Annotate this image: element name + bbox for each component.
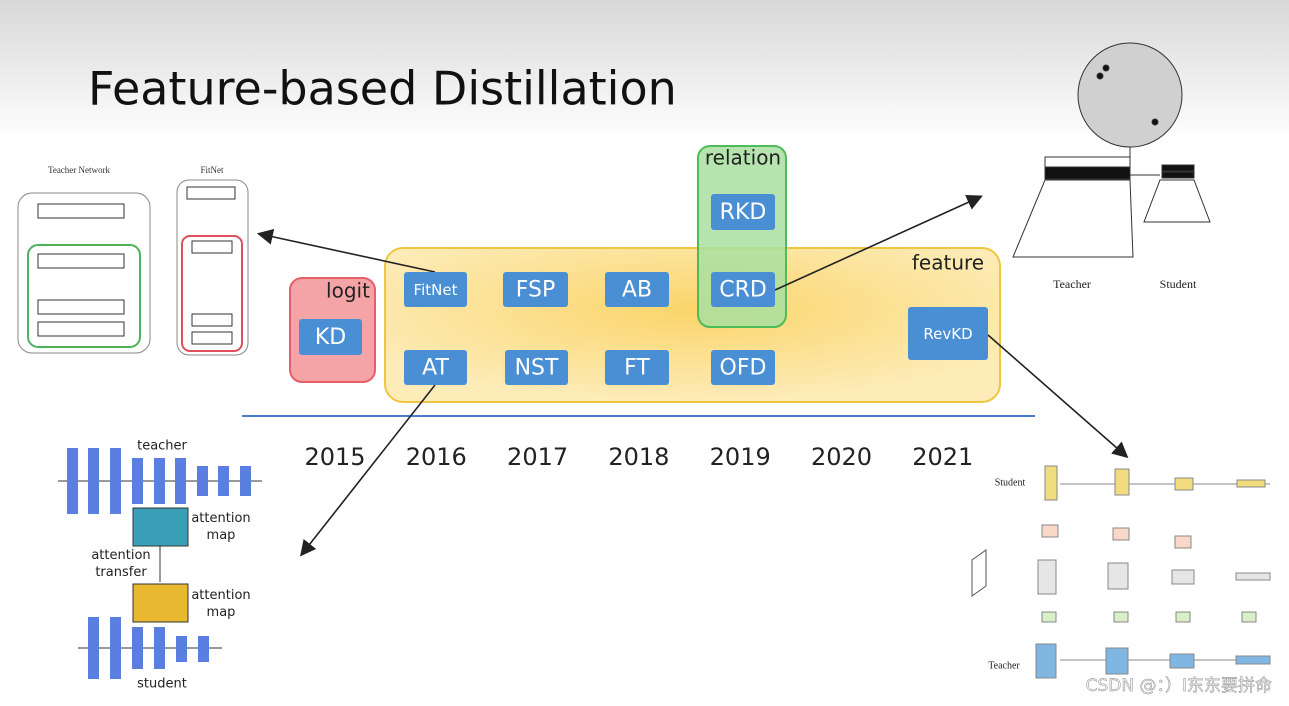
inset-label: attention map bbox=[191, 511, 250, 543]
fitnet-inset bbox=[17, 179, 249, 356]
year-label: 2018 bbox=[608, 443, 669, 471]
method-label: RKD bbox=[720, 200, 767, 225]
method-box bbox=[505, 350, 568, 385]
method-box bbox=[404, 272, 467, 307]
inset-label: Student bbox=[1160, 277, 1197, 291]
method-box bbox=[503, 272, 568, 307]
method-box bbox=[299, 319, 362, 355]
year-label: 2017 bbox=[507, 443, 568, 471]
inset-label-line: attention bbox=[191, 511, 250, 526]
group-label: relation bbox=[705, 146, 781, 170]
inset-label: Teacher bbox=[988, 660, 1020, 671]
inset-label-line: transfer bbox=[95, 565, 147, 580]
method-label: FSP bbox=[516, 278, 556, 303]
inset-label-line: attention bbox=[91, 548, 150, 563]
method-label: KD bbox=[315, 325, 346, 350]
method-box bbox=[605, 350, 669, 385]
method-label: RevKD bbox=[923, 325, 972, 343]
method-label: FitNet bbox=[414, 281, 458, 299]
method-label: NST bbox=[515, 356, 559, 381]
arrows bbox=[256, 195, 1129, 557]
year-label: 2021 bbox=[912, 443, 973, 471]
year-label: 2019 bbox=[710, 443, 771, 471]
method-label: FT bbox=[624, 356, 650, 381]
feature-box bbox=[384, 247, 1001, 403]
inset-label: Student bbox=[995, 477, 1026, 488]
method-label: AT bbox=[422, 356, 449, 381]
inset-label-line: map bbox=[207, 605, 236, 620]
year-label: 2016 bbox=[406, 443, 467, 471]
method-box bbox=[404, 350, 467, 385]
inset-label: teacher bbox=[137, 439, 187, 454]
attention-inset bbox=[58, 448, 262, 679]
year-label: 2020 bbox=[811, 443, 872, 471]
method-box bbox=[711, 272, 775, 307]
method-box bbox=[908, 307, 988, 360]
revkd-inset bbox=[971, 465, 1271, 679]
inset-label-line: attention bbox=[191, 588, 250, 603]
group-label: logit bbox=[326, 279, 370, 303]
inset-label: Teacher bbox=[1053, 277, 1091, 291]
inset-label: attention transfer bbox=[91, 548, 150, 580]
inset-label: Teacher Network bbox=[48, 165, 111, 175]
slide-title: Feature-based Distillation bbox=[88, 62, 677, 116]
method-label: OFD bbox=[720, 356, 767, 381]
method-box bbox=[605, 272, 669, 307]
inset-label-line: map bbox=[207, 528, 236, 543]
method-label: CRD bbox=[719, 278, 767, 303]
inset-label: attention map bbox=[191, 588, 250, 620]
method-box bbox=[711, 350, 775, 385]
method-label: AB bbox=[622, 278, 652, 303]
crd-inset bbox=[1012, 42, 1211, 258]
year-label: 2015 bbox=[304, 443, 365, 471]
method-box bbox=[711, 194, 775, 230]
inset-label: student bbox=[137, 677, 187, 692]
inset-label: FitNet bbox=[200, 165, 224, 175]
watermark: CSDN @：）I东东要拼命 bbox=[1086, 676, 1272, 696]
group-label: feature bbox=[912, 251, 984, 275]
